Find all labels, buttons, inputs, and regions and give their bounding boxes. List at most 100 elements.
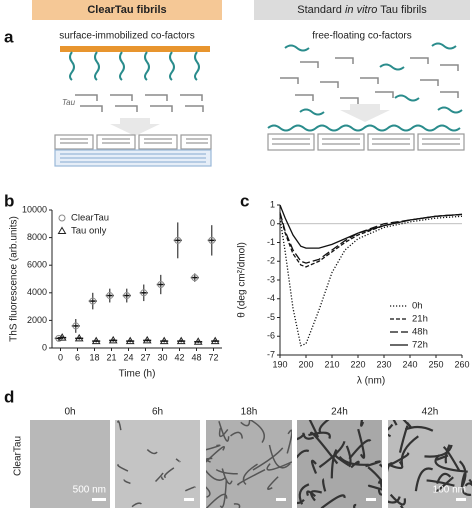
fibril [334, 454, 350, 467]
fibril [389, 493, 406, 506]
fibril [404, 425, 434, 432]
fibril [348, 439, 372, 460]
data-point [108, 335, 118, 344]
data-point [208, 236, 216, 244]
fibril [297, 449, 310, 459]
fibril [131, 502, 142, 508]
line [279, 215, 463, 347]
tau-label: Tau [62, 98, 76, 107]
fibril [434, 476, 454, 493]
x-tick-label: 200 [298, 359, 313, 369]
fibril [215, 468, 238, 475]
fibril [330, 448, 338, 479]
title-part: Tau fibrils [377, 4, 427, 16]
x-tick-label: 6 [75, 352, 80, 362]
fibril [388, 452, 410, 468]
scale-bar [276, 498, 286, 501]
column-label: 6h [152, 407, 163, 418]
fibril [297, 432, 306, 441]
fibril [267, 476, 279, 490]
fibril [464, 482, 472, 487]
fibril [434, 454, 468, 473]
y-tick-label: 10000 [22, 204, 47, 214]
fibril [392, 420, 398, 426]
fibril [123, 479, 131, 485]
fibril [116, 420, 122, 431]
y-tick-label: 0 [270, 218, 275, 228]
title-part: Standard [297, 4, 345, 16]
fibril [377, 480, 382, 488]
fibril [240, 420, 251, 427]
y-tick-label: -2 [267, 256, 275, 266]
fibril [388, 433, 392, 438]
fibril [218, 421, 230, 442]
data-point [89, 297, 97, 305]
fibril [388, 460, 404, 470]
fibril [306, 490, 316, 498]
x-tick-label: 0 [58, 352, 63, 362]
micrograph [115, 420, 200, 508]
line [279, 213, 463, 268]
panel-label: a [4, 27, 14, 46]
fibril [268, 444, 291, 469]
y-axis-label: ThS fluorescence (arb.units) [9, 216, 20, 342]
y-tick-label: -1 [267, 237, 275, 247]
column-label: 42h [422, 407, 439, 418]
panel-label: b [4, 191, 14, 210]
fibril [424, 444, 453, 458]
fibril [468, 478, 472, 485]
x-tick-label: 240 [402, 359, 417, 369]
fibril [378, 463, 382, 468]
y-tick-label: -3 [267, 274, 275, 284]
scale-bar [456, 498, 466, 501]
y-tick-label: -4 [267, 293, 275, 303]
y-tick-label: 1 [270, 199, 275, 209]
fibril [206, 446, 225, 463]
micrograph [30, 420, 110, 508]
x-tick-label: 260 [454, 359, 469, 369]
y-tick-label: 6000 [27, 260, 47, 270]
fibril [353, 503, 357, 508]
fibril [388, 496, 401, 504]
column-label: 18h [241, 407, 258, 418]
x-tick-label: 24 [123, 352, 133, 362]
data-point [210, 336, 220, 345]
data-point [74, 333, 84, 342]
x-tick-label: 27 [140, 352, 150, 362]
header-bg [32, 0, 222, 20]
fibril [377, 489, 382, 496]
y-tick-label: 4000 [27, 287, 47, 297]
scale-bar [92, 498, 106, 501]
data-point [157, 281, 165, 289]
x-tick-label: 48 [191, 352, 201, 362]
x-tick-label: 21 [106, 352, 116, 362]
fibril [206, 444, 221, 451]
data-point [123, 292, 131, 300]
fibril [367, 466, 382, 483]
left-schematic [54, 46, 212, 167]
x-axis-label: λ (nm) [357, 376, 385, 387]
fibril [266, 461, 292, 471]
scale-label: 100 nm [433, 485, 466, 496]
y-tick-label: 8000 [27, 232, 47, 242]
data-point [176, 336, 186, 345]
fibril [414, 467, 434, 492]
x-tick-label: 250 [428, 359, 443, 369]
x-tick-label: 220 [350, 359, 365, 369]
fibril [402, 420, 412, 429]
data-point [91, 336, 101, 345]
x-tick-label: 42 [174, 352, 184, 362]
data-point [159, 336, 169, 345]
fibril [237, 469, 266, 486]
fibril [458, 460, 467, 489]
fibril [367, 484, 382, 491]
y-tick-label: -7 [267, 349, 275, 359]
fibril [320, 494, 346, 508]
fibril [242, 463, 258, 485]
title-part: in vitro [345, 4, 377, 16]
fibril [388, 423, 394, 431]
fibril [185, 486, 196, 492]
row-label: ClearTau [13, 436, 24, 476]
fibril [308, 420, 319, 438]
